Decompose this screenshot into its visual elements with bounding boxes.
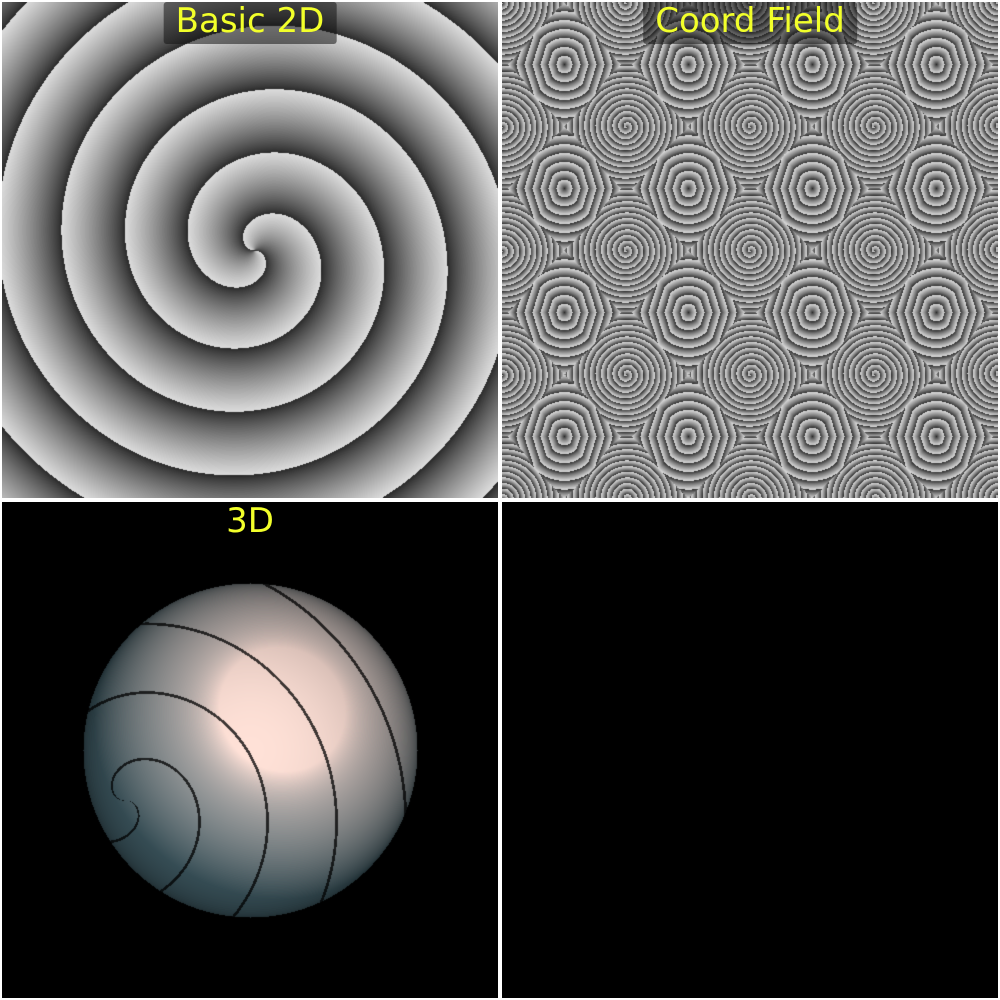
panel-3d[interactable]: 3D bbox=[2, 502, 498, 998]
panel-coord-field[interactable]: Coord Field bbox=[502, 2, 998, 498]
panel-label-3d: 3D bbox=[226, 502, 274, 541]
sphere-3d-canvas[interactable] bbox=[2, 502, 498, 998]
spiral-2d-canvas[interactable] bbox=[2, 2, 498, 498]
coord-field-canvas[interactable] bbox=[502, 2, 998, 498]
panel-label-basic-2d: Basic 2D bbox=[163, 2, 337, 44]
panel-empty bbox=[502, 502, 998, 998]
panel-label-coord-field: Coord Field bbox=[643, 2, 857, 44]
panel-basic-2d[interactable]: Basic 2D bbox=[2, 2, 498, 498]
